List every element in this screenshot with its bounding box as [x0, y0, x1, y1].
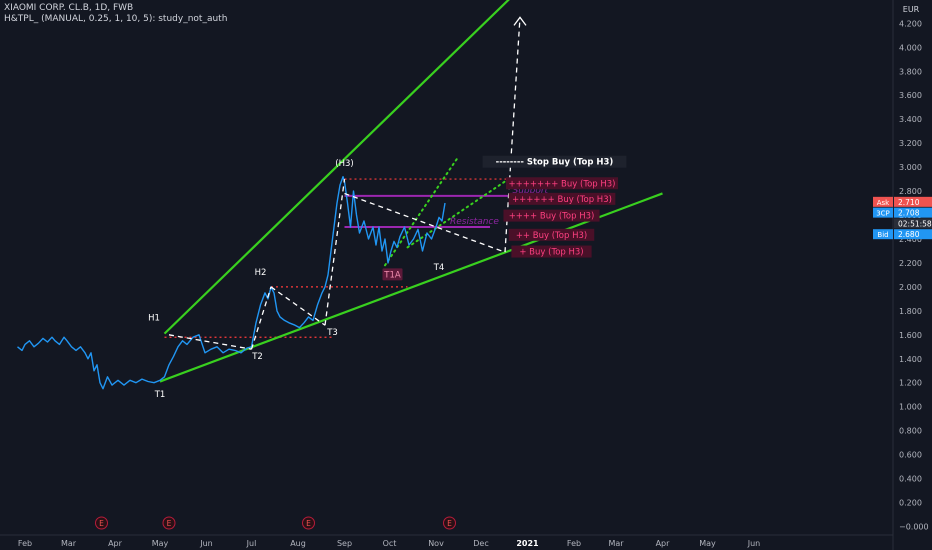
plot-area: Support Resistance H1 T1 H2 T2 T3 (H3) T1A T4 ----…: [17, 0, 663, 400]
projection-arrow: [513, 16, 527, 26]
y-tick-label-11: 2.000: [899, 283, 922, 292]
earnings-marker-label-0: E: [99, 519, 104, 528]
x-tick-label-11: 2021: [516, 539, 539, 548]
x-tick-label-8: Oct: [383, 539, 397, 548]
buy-label-box-2: [508, 192, 616, 205]
buy-label-5: + Buy (Top H3): [519, 248, 583, 258]
price-tag-box-3: [873, 229, 893, 240]
price-tag-value-3: 2.680: [898, 230, 920, 239]
x-tick-label-15: May: [699, 539, 716, 548]
buy-label-4: ++ Buy (Top H3): [516, 231, 587, 241]
pattern-label-1: T1: [154, 390, 166, 400]
level-label-0: Support: [513, 186, 549, 196]
trendline-upper: [163, 0, 510, 335]
x-tick-label-12: Feb: [567, 539, 581, 548]
y-tick-label-6: 3.000: [899, 163, 922, 172]
x-tick-label-6: Aug: [290, 539, 306, 548]
x-tick-label-0: Feb: [18, 539, 32, 548]
pattern-dash-2: [270, 286, 326, 326]
y-tick-label-14: 1.400: [899, 355, 922, 364]
price-tag-value-box-0: [894, 196, 932, 207]
price-tag-label-0: Ask: [877, 199, 890, 207]
earnings-marker-label-2: E: [306, 519, 311, 528]
y-tick-label-12: 1.800: [899, 307, 922, 316]
y-tick-label-7: 2.800: [899, 187, 922, 196]
currency-label: EUR: [903, 5, 920, 14]
buy-label-box-5: [511, 245, 592, 258]
price-tag-label-1: 3CP: [876, 210, 890, 218]
earnings-marker-3: [443, 516, 456, 530]
y-tick-label-1: 4.000: [899, 43, 922, 52]
y-tick-label-13: 1.600: [899, 331, 922, 340]
pattern-label-3: T2: [251, 352, 263, 362]
study-label: H&TPL_ (MANUAL, 0.25, 1, 10, 5): study_n…: [4, 14, 228, 24]
pattern-label-0: H1: [148, 313, 160, 323]
y-tick-label-5: 3.200: [899, 139, 922, 148]
y-tick-label-21: −0.000: [899, 523, 929, 532]
y-tick-label-17: 0.800: [899, 427, 922, 436]
price-tag-value-0: 2.710: [898, 198, 920, 207]
x-tick-label-2: Apr: [108, 539, 123, 548]
buy-label-box-4: [508, 228, 595, 241]
pattern-dash-0: [168, 334, 252, 350]
y-tick-label-10: 2.200: [899, 259, 922, 268]
pattern-label-2: H2: [255, 268, 267, 278]
pattern-label-7: T4: [433, 263, 445, 273]
y-tick-label-4: 3.400: [899, 115, 922, 124]
x-tick-label-3: May: [152, 539, 169, 548]
x-tick-label-16: Jun: [747, 539, 761, 548]
y-tick-label-19: 0.400: [899, 475, 922, 484]
earnings-marker-label-3: E: [447, 519, 452, 528]
buy-label-1: +++++++ Buy (Top H3): [509, 179, 616, 189]
y-tick-label-0: 4.200: [899, 19, 922, 28]
x-tick-label-14: Apr: [656, 539, 671, 548]
x-tick-label-13: Mar: [608, 539, 624, 548]
price-line: [17, 175, 446, 390]
y-tick-label-16: 1.000: [899, 403, 922, 412]
y-tick-label-9: 2.400: [899, 235, 922, 244]
pattern-label-4: T3: [326, 328, 338, 338]
y-tick-label-2: 3.800: [899, 67, 922, 76]
pattern-label-6: T1A: [383, 270, 401, 280]
x-tick-label-9: Nov: [428, 539, 444, 548]
buy-label-box-0: [482, 155, 627, 168]
y-tick-label-15: 1.200: [899, 379, 922, 388]
price-tag-value-1: 2.708: [898, 209, 920, 218]
x-tick-label-7: Sep: [337, 539, 352, 548]
x-tick-label-1: Mar: [61, 539, 77, 548]
pattern-dash-3: [324, 178, 346, 326]
earnings-marker-label-1: E: [167, 519, 172, 528]
pattern-label-5: (H3): [335, 159, 353, 169]
pattern-label-box-6: [382, 268, 403, 281]
earnings-marker-1: [162, 516, 176, 530]
chart-title: XIAOMI CORP. CL.B, 1D, FWB: [4, 3, 134, 13]
price-tag-value-box-1: [894, 207, 932, 218]
trendline-lower: [159, 192, 663, 383]
price-tag-box-0: [873, 196, 893, 207]
x-tick-label-10: Dec: [473, 539, 488, 548]
price-tag-value-2: 02:51:58: [898, 219, 932, 228]
level-label-1: Resistance: [450, 217, 499, 227]
y-tick-label-3: 3.600: [899, 91, 922, 100]
price-tag-label-3: Bid: [877, 231, 888, 239]
earnings-marker-0: [95, 516, 108, 530]
pattern-dash-1: [250, 286, 272, 350]
pattern-dash-4: [344, 192, 506, 253]
buy-label-3: ++++ Buy (Top H3): [509, 212, 595, 222]
price-tag-value-box-2: [894, 218, 932, 229]
buy-label-box-3: [503, 209, 600, 222]
dotted-channel-1: [406, 180, 506, 249]
buy-label-0: -------- Stop Buy (Top H3): [496, 158, 614, 168]
x-tick-label-5: Jul: [246, 539, 257, 548]
price-tag-value-box-3: [894, 229, 932, 240]
buy-label-2: ++++++ Buy (Top H3): [512, 195, 612, 205]
price-tag-box-1: [873, 207, 893, 218]
buy-label-box-1: [506, 177, 618, 190]
x-tick-label-4: Jun: [199, 539, 213, 548]
earnings-marker-2: [302, 516, 315, 530]
y-tick-label-20: 0.200: [899, 499, 922, 508]
y-tick-label-18: 0.600: [899, 451, 922, 460]
